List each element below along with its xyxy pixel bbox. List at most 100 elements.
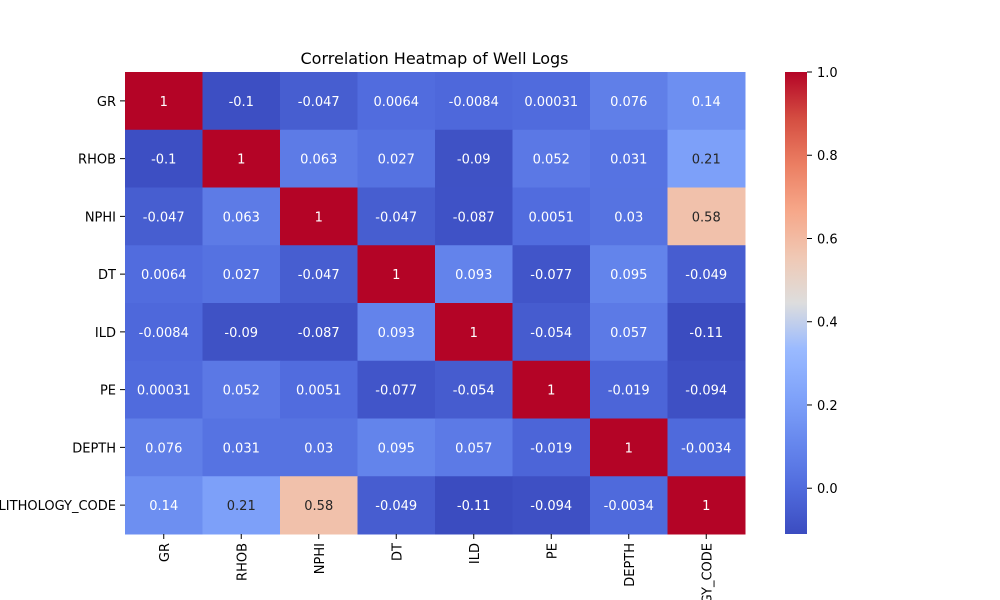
- heatmap-cell: [280, 476, 358, 535]
- cell-value-label: 0.03: [304, 441, 333, 456]
- heatmap-cell: [512, 245, 591, 304]
- cell-value-label: 0.076: [610, 95, 647, 110]
- cell-value-label: 0.0051: [296, 384, 342, 399]
- colorbar-tick-label: 0.6: [817, 232, 838, 247]
- cell-value-label: -0.049: [375, 499, 417, 514]
- heatmap-cell: [280, 418, 358, 477]
- heatmap-cell: [125, 303, 203, 362]
- heatmap-cell: [357, 129, 436, 188]
- cell-value-label: 1: [315, 210, 323, 225]
- heatmap-cell-labels: 1 -0.1 -0.047 0.0064 -0.0084 0.00031 0.076 0.14…: [137, 95, 731, 514]
- heatmap-cell: [667, 418, 746, 477]
- column-tick-label: DEPTH: [623, 543, 638, 587]
- heatmap-cell: [357, 418, 436, 477]
- heatmap-cell: [435, 360, 513, 419]
- heatmap-cell: [435, 187, 513, 246]
- cell-value-label: 1: [392, 268, 400, 283]
- cell-value-label: 0.00031: [524, 95, 578, 110]
- cell-value-label: -0.054: [530, 326, 572, 341]
- heatmap-cell: [590, 187, 668, 246]
- heatmap-cell: [590, 303, 668, 362]
- heatmap-cell: [435, 72, 513, 131]
- heatmap-cell: [435, 303, 513, 362]
- row-tick-label: NPHI: [85, 210, 116, 225]
- column-tick-label: LITHOLOGY_CODE: [700, 543, 715, 600]
- heatmap-cell: [357, 245, 436, 304]
- colorbar: 0.0 0.2 0.4 0.6 0.8 1.0: [785, 66, 838, 534]
- cell-value-label: 0.0064: [141, 268, 187, 283]
- cell-value-label: 0.027: [378, 153, 415, 168]
- heatmap-cell: [202, 476, 281, 535]
- heatmap-cell: [357, 187, 436, 246]
- heatmap-cell: [280, 360, 358, 419]
- heatmap-cell: [590, 129, 668, 188]
- heatmap-cell: [512, 360, 591, 419]
- cell-value-label: 0.093: [378, 326, 415, 341]
- cell-value-label: -0.11: [457, 499, 491, 514]
- heatmap-cell: [667, 303, 746, 362]
- heatmap-cell: [125, 476, 203, 535]
- colorbar-gradient: [785, 72, 807, 534]
- heatmap-cell: [590, 360, 668, 419]
- heatmap-cells: [125, 72, 746, 535]
- cell-value-label: -0.019: [608, 384, 650, 399]
- colorbar-tick-label: 0.8: [817, 149, 838, 164]
- cell-value-label: -0.0034: [681, 441, 731, 456]
- heatmap-cell: [590, 476, 668, 535]
- column-tick-label: PE: [545, 543, 560, 559]
- colorbar-tick-label: 0.4: [817, 316, 838, 331]
- cell-value-label: 1: [237, 153, 245, 168]
- heatmap-cell: [590, 245, 668, 304]
- heatmap-cell: [667, 476, 746, 535]
- cell-value-label: -0.049: [685, 268, 727, 283]
- heatmap-cell: [667, 245, 746, 304]
- heatmap-cell: [512, 72, 591, 131]
- cell-value-label: 0.58: [304, 499, 333, 514]
- cell-value-label: -0.11: [689, 326, 723, 341]
- cell-value-label: -0.087: [453, 210, 495, 225]
- cell-value-label: -0.047: [375, 210, 417, 225]
- row-tick-label: PE: [100, 384, 116, 399]
- heatmap-cell: [590, 72, 668, 131]
- column-tick-label: NPHI: [313, 543, 328, 574]
- heatmap-cell: [280, 245, 358, 304]
- cell-value-label: 0.057: [455, 441, 492, 456]
- cell-value-label: -0.0084: [449, 95, 499, 110]
- cell-value-label: 0.027: [223, 268, 260, 283]
- heatmap-cell: [357, 303, 436, 362]
- cell-value-label: -0.019: [530, 441, 572, 456]
- cell-value-label: 0.14: [692, 95, 721, 110]
- cell-value-label: -0.047: [143, 210, 185, 225]
- cell-value-label: 0.21: [692, 153, 721, 168]
- cell-value-label: 0.095: [610, 268, 647, 283]
- cell-value-label: -0.077: [530, 268, 572, 283]
- cell-value-label: -0.094: [685, 384, 727, 399]
- heatmap-cell: [202, 360, 281, 419]
- cell-value-label: 0.031: [610, 153, 647, 168]
- cell-value-label: -0.094: [530, 499, 572, 514]
- heatmap-cell: [512, 129, 591, 188]
- row-tick-label: DEPTH: [72, 441, 116, 456]
- heatmap-cell: [512, 476, 591, 535]
- heatmap-cell: [125, 187, 203, 246]
- cell-value-label: 1: [160, 95, 168, 110]
- heatmap-cell: [590, 418, 668, 477]
- cell-value-label: 0.0051: [529, 210, 575, 225]
- heatmap-cell: [667, 187, 746, 246]
- heatmap-cell: [202, 72, 281, 131]
- heatmap-cell: [202, 187, 281, 246]
- cell-value-label: 0.58: [692, 210, 721, 225]
- cell-value-label: -0.1: [229, 95, 254, 110]
- cell-value-label: -0.09: [224, 326, 258, 341]
- column-tick-label: ILD: [468, 543, 483, 564]
- heatmap-cell: [435, 129, 513, 188]
- heatmap-cell: [202, 129, 281, 188]
- cell-value-label: 1: [625, 441, 633, 456]
- cell-value-label: 0.057: [610, 326, 647, 341]
- chart-title: Correlation Heatmap of Well Logs: [300, 49, 568, 68]
- cell-value-label: 0.0064: [374, 95, 420, 110]
- heatmap-cell: [202, 303, 281, 362]
- colorbar-tick-label: 0.0: [817, 482, 838, 497]
- heatmap-cell: [512, 187, 591, 246]
- heatmap-cell: [280, 303, 358, 362]
